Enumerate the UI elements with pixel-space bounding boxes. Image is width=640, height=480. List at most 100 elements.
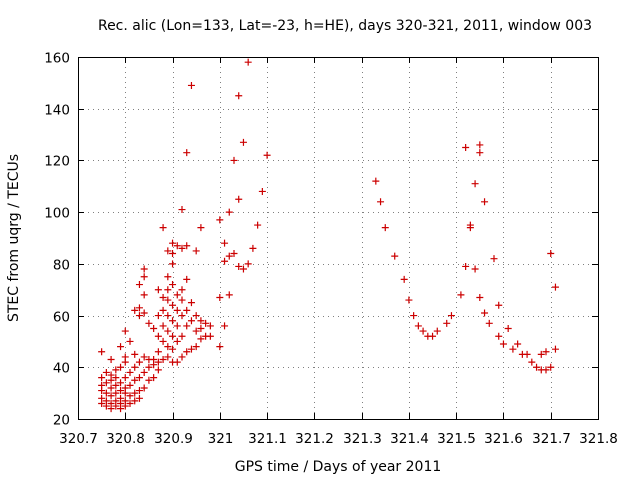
data-point-marker bbox=[537, 350, 545, 358]
data-point-marker bbox=[107, 384, 115, 392]
data-point-marker bbox=[476, 141, 484, 149]
data-point-marker bbox=[154, 286, 162, 294]
data-point-marker bbox=[462, 144, 470, 151]
x-tick-label: 321.6 bbox=[484, 431, 523, 447]
data-points bbox=[98, 58, 559, 413]
data-point-marker bbox=[216, 293, 224, 301]
data-point-marker bbox=[244, 58, 252, 66]
y-tick-label: 20 bbox=[53, 413, 70, 429]
data-point-marker bbox=[135, 358, 143, 366]
data-point-marker bbox=[159, 306, 167, 314]
data-point-marker bbox=[476, 293, 484, 301]
data-point-marker bbox=[481, 198, 489, 206]
data-point-marker bbox=[183, 149, 191, 157]
data-point-marker bbox=[169, 317, 177, 325]
data-point-marker bbox=[244, 260, 252, 268]
data-point-marker bbox=[107, 356, 115, 364]
data-point-marker bbox=[523, 350, 531, 358]
y-tick-label: 40 bbox=[53, 361, 70, 377]
data-point-marker bbox=[169, 250, 177, 258]
data-point-marker bbox=[126, 392, 134, 400]
data-point-marker bbox=[263, 151, 271, 159]
data-point-marker bbox=[145, 376, 153, 384]
data-point-marker bbox=[429, 332, 437, 340]
data-point-marker bbox=[197, 335, 205, 343]
data-point-marker bbox=[140, 291, 148, 299]
data-point-marker bbox=[121, 374, 129, 382]
data-point-marker bbox=[164, 353, 172, 361]
data-point-marker bbox=[481, 309, 489, 317]
data-point-marker bbox=[145, 319, 153, 327]
data-point-marker bbox=[150, 374, 158, 382]
data-point-marker bbox=[173, 358, 181, 366]
x-tick-label: 321.5 bbox=[437, 431, 476, 447]
data-point-marker bbox=[140, 265, 148, 273]
data-point-marker bbox=[154, 358, 162, 366]
data-point-marker bbox=[169, 301, 177, 309]
data-point-marker bbox=[183, 242, 191, 250]
data-point-marker bbox=[98, 348, 106, 356]
data-point-marker bbox=[192, 327, 200, 335]
data-point-marker bbox=[183, 275, 191, 283]
data-point-marker bbox=[117, 394, 125, 402]
data-point-marker bbox=[187, 81, 195, 89]
data-point-marker bbox=[206, 322, 214, 330]
data-point-marker bbox=[126, 368, 134, 376]
data-point-marker bbox=[164, 343, 172, 351]
data-point-marker bbox=[377, 198, 385, 206]
data-point-marker bbox=[173, 291, 181, 299]
data-point-marker bbox=[131, 363, 139, 371]
data-point-marker bbox=[164, 312, 172, 320]
data-point-marker bbox=[121, 397, 129, 405]
data-point-marker bbox=[169, 239, 177, 247]
data-point-marker bbox=[414, 322, 422, 330]
data-point-marker bbox=[112, 381, 120, 389]
data-point-marker bbox=[547, 250, 555, 258]
data-point-marker bbox=[178, 244, 186, 252]
data-point-marker bbox=[131, 389, 139, 397]
data-point-marker bbox=[239, 265, 247, 273]
data-point-marker bbox=[112, 374, 120, 382]
data-point-marker bbox=[547, 363, 555, 371]
data-point-marker bbox=[107, 392, 115, 400]
plot-frame bbox=[78, 57, 599, 420]
data-point-marker bbox=[159, 293, 167, 301]
data-point-marker bbox=[117, 379, 125, 387]
data-point-marker bbox=[140, 353, 148, 361]
y-tick-label: 80 bbox=[53, 258, 70, 274]
y-tick-label: 100 bbox=[44, 206, 70, 222]
data-point-marker bbox=[107, 399, 115, 407]
data-point-marker bbox=[150, 325, 158, 332]
data-point-marker bbox=[131, 306, 139, 314]
data-point-marker bbox=[197, 224, 205, 232]
data-point-marker bbox=[131, 397, 139, 405]
data-point-marker bbox=[187, 317, 195, 325]
data-point-marker bbox=[528, 358, 536, 366]
data-point-marker bbox=[164, 286, 172, 294]
data-point-marker bbox=[135, 374, 143, 382]
y-tick-label: 120 bbox=[44, 154, 70, 170]
data-point-marker bbox=[457, 291, 465, 299]
data-point-marker bbox=[216, 343, 224, 351]
data-point-marker bbox=[533, 363, 541, 371]
x-tick-label: 321.3 bbox=[343, 431, 382, 447]
data-point-marker bbox=[169, 260, 177, 268]
data-point-marker bbox=[154, 312, 162, 320]
data-point-marker bbox=[164, 247, 172, 255]
data-point-marker bbox=[140, 273, 148, 281]
x-tick-label: 321.7 bbox=[532, 431, 571, 447]
data-point-marker bbox=[178, 296, 186, 304]
data-point-marker bbox=[466, 221, 474, 229]
data-point-marker bbox=[183, 348, 191, 356]
data-point-marker bbox=[225, 291, 233, 299]
data-point-marker bbox=[542, 348, 550, 356]
data-point-marker bbox=[169, 345, 177, 353]
data-point-marker bbox=[112, 366, 120, 374]
data-point-marker bbox=[126, 337, 134, 345]
data-point-marker bbox=[495, 301, 503, 309]
data-point-marker bbox=[187, 345, 195, 353]
data-point-marker bbox=[490, 255, 498, 263]
data-point-marker bbox=[102, 389, 110, 397]
data-point-marker bbox=[178, 286, 186, 294]
data-point-marker bbox=[178, 353, 186, 361]
